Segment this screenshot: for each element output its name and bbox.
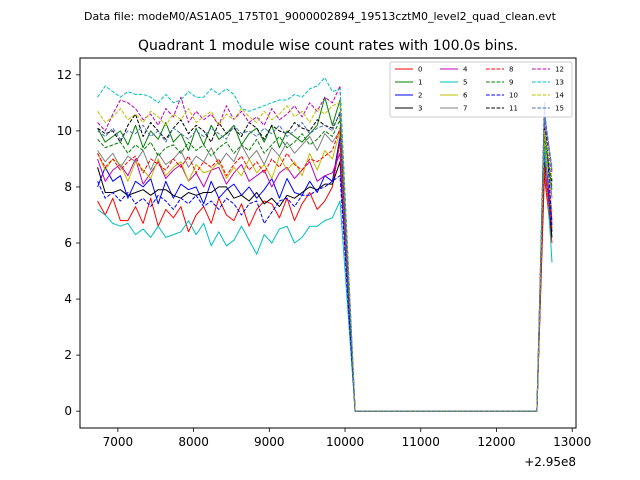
legend-label-4: 4	[463, 66, 468, 74]
x-tick-label: 11000	[402, 435, 440, 449]
y-tick-label: 12	[57, 68, 72, 82]
x-offset-label: +2.95e8	[524, 455, 576, 469]
legend-item-9: 9	[486, 79, 513, 87]
y-tick-label: 8	[64, 180, 72, 194]
plot-area: 7000 8000 9000 10000 11000 12000 13000 0246810…	[57, 57, 591, 469]
legend-item-3: 3	[395, 105, 422, 113]
legend-item-6: 6	[440, 92, 468, 100]
legend-label-13: 13	[555, 79, 564, 87]
legend-label-7: 7	[463, 105, 467, 113]
figure-suptitle: Data file: modeM0/AS1A05_175T01_90000028…	[84, 10, 557, 23]
y-tick-label: 6	[64, 236, 72, 250]
y-tick-label: 2	[64, 348, 72, 362]
x-tick-label: 12000	[477, 435, 515, 449]
series-layer	[97, 77, 553, 412]
y-tick-label: 10	[57, 124, 72, 138]
legend-item-2: 2	[395, 92, 422, 100]
y-axis: 0 2 4 6 8 10 12	[57, 68, 80, 418]
y-tick-label: 4	[64, 292, 72, 306]
series-line-15	[97, 110, 553, 412]
legend-item-10: 10	[486, 92, 518, 100]
x-axis: 7000 8000 9000 10000 11000 12000 13000	[103, 428, 591, 449]
x-tick-label: 8000	[178, 435, 209, 449]
chart-title: Quadrant 1 module wise count rates with …	[138, 38, 518, 54]
legend-item-15: 15	[532, 105, 564, 113]
legend-item-1: 1	[395, 79, 422, 87]
x-tick-label: 10000	[326, 435, 364, 449]
legend-label-10: 10	[509, 92, 518, 100]
legend-label-15: 15	[555, 105, 564, 113]
series-line-13	[97, 77, 553, 412]
legend-label-5: 5	[463, 79, 467, 87]
legend-item-7: 7	[440, 105, 467, 113]
legend-label-8: 8	[509, 66, 513, 74]
legend-item-11: 11	[486, 105, 518, 113]
legend-label-0: 0	[418, 66, 422, 74]
legend-item-8: 8	[486, 66, 513, 74]
legend-item-5: 5	[440, 79, 467, 87]
legend-label-9: 9	[509, 79, 513, 87]
legend-label-6: 6	[463, 92, 468, 100]
legend-item-13: 13	[532, 79, 564, 87]
legend-label-11: 11	[509, 105, 518, 113]
x-tick-label: 9000	[254, 435, 285, 449]
x-tick-label: 7000	[103, 435, 134, 449]
legend-frame	[389, 61, 573, 118]
legend-item-0: 0	[395, 66, 422, 74]
x-tick-label: 13000	[553, 435, 591, 449]
axes-background	[80, 58, 576, 428]
legend-label-3: 3	[418, 105, 422, 113]
legend-item-12: 12	[532, 66, 564, 74]
legend-label-12: 12	[555, 66, 564, 74]
series-line-12	[97, 85, 553, 412]
legend-item-14: 14	[532, 92, 564, 100]
y-tick-label: 0	[64, 404, 72, 418]
legend-label-14: 14	[555, 92, 564, 100]
legend-label-2: 2	[418, 92, 422, 100]
legend-item-4: 4	[440, 66, 468, 74]
legend-label-1: 1	[418, 79, 422, 87]
